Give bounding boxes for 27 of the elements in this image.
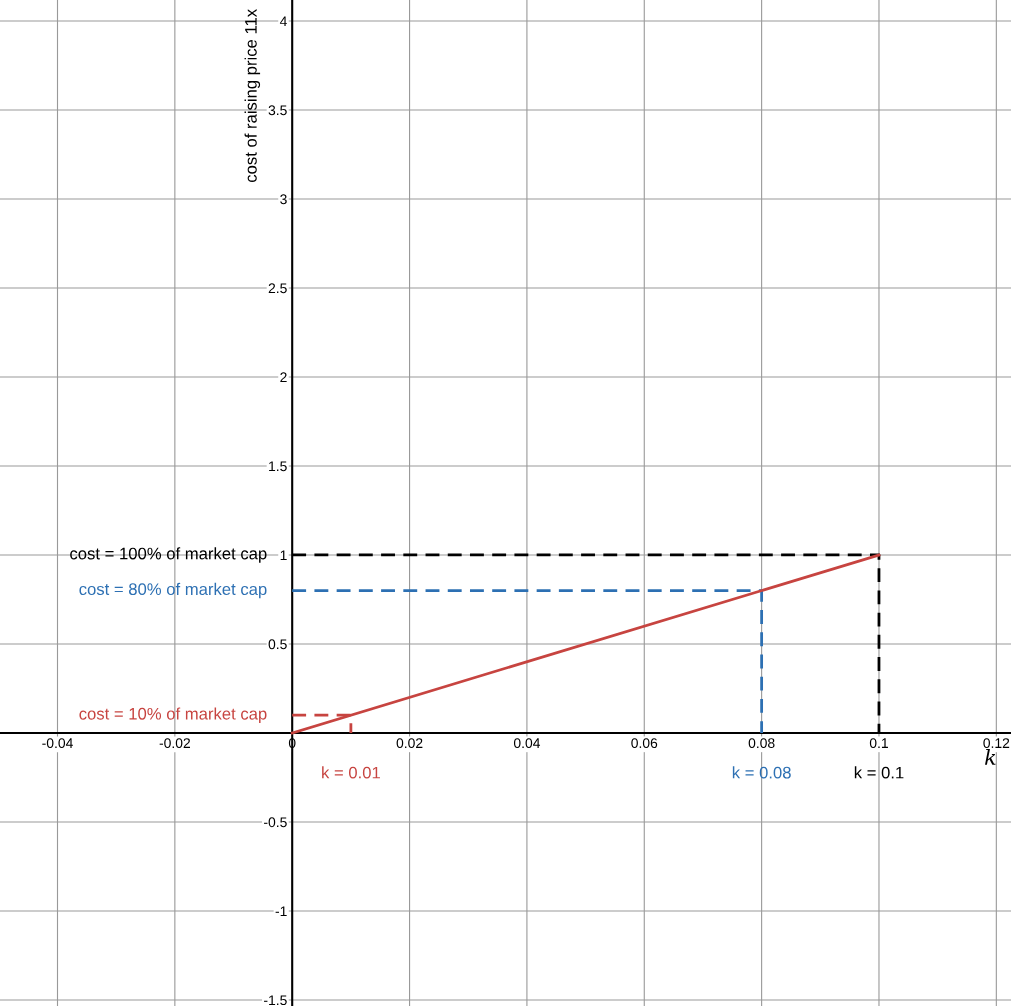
annotation: k = 0.01: [322, 766, 380, 779]
y-tick-label: -0.5: [264, 817, 287, 828]
x-axis-title: k: [985, 748, 996, 765]
y-axis-title: cost of raising price 11x: [244, 9, 261, 183]
y-tick-label: 4: [279, 16, 287, 27]
y-tick-label: 2: [280, 372, 287, 383]
y-tick-label: -1.5: [264, 995, 287, 1006]
x-tick-label: 0.08: [748, 738, 775, 749]
annotation: cost = 80% of market cap: [79, 582, 267, 599]
x-tick-label: 0.1: [869, 738, 888, 749]
annotation: cost = 100% of market cap: [70, 547, 267, 563]
x-tick-label: 0.06: [631, 738, 658, 749]
annotation: k = 0.1: [854, 766, 904, 779]
annotation: cost = 10% of market cap: [79, 707, 267, 723]
x-tick-label: -0.02: [159, 738, 190, 749]
x-tick-label: 0.02: [396, 738, 423, 749]
y-tick-label: 1: [280, 550, 287, 561]
y-tick-label: -1: [275, 906, 287, 916]
y-tick-label: 0.5: [268, 639, 287, 650]
y-tick-label: 3.5: [268, 105, 287, 116]
y-tick-label: 1.5: [269, 461, 287, 472]
y-tick-label: 3: [280, 194, 287, 205]
x-tick-label: 0.12: [983, 738, 1010, 749]
x-tick-label: -0.04: [42, 738, 73, 749]
y-tick-label: 2.5: [268, 283, 287, 294]
x-tick-label: 0.04: [513, 738, 541, 749]
annotation: k = 0.08: [732, 766, 791, 779]
